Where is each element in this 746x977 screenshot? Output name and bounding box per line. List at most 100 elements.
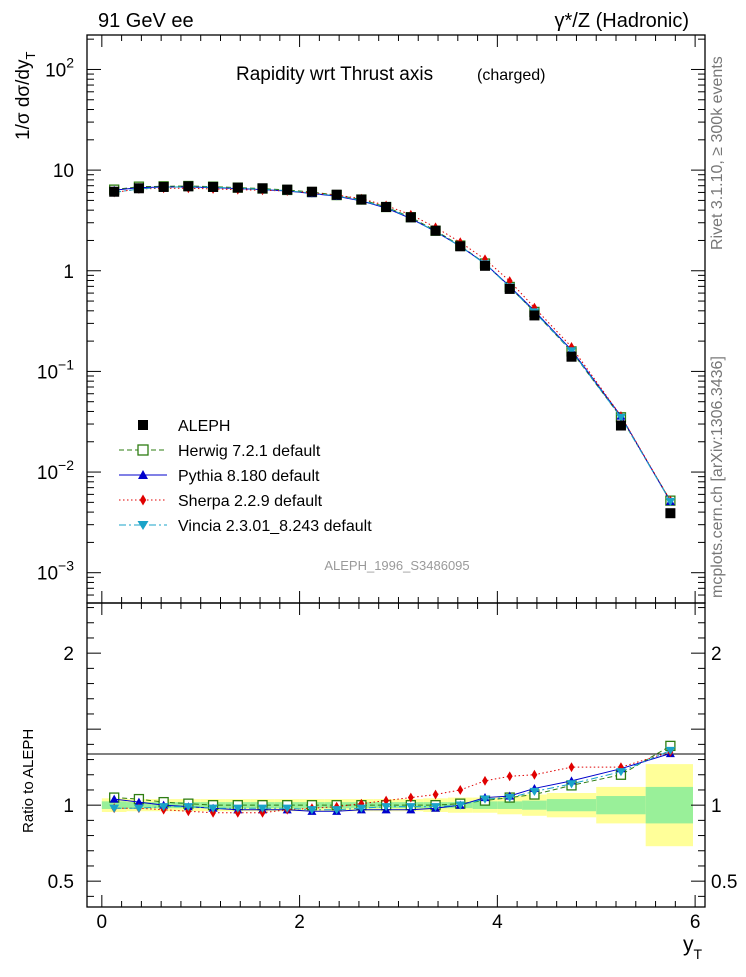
ratio-panel-frame	[86, 602, 706, 908]
legend-label-sherpa: Sherpa 2.2.9 default	[178, 493, 323, 510]
ratio-point-vincia	[208, 804, 219, 813]
tick-base: 10	[53, 161, 74, 182]
ratio-y-tick-label: 1	[63, 796, 74, 817]
ratio-point-sherpa	[407, 792, 414, 803]
main-point-data	[615, 420, 626, 431]
rivet-version-label: Rivet 3.1.10, ≥ 300k events	[709, 56, 726, 250]
ratio-point-vincia	[480, 795, 490, 804]
main-point-data	[405, 212, 416, 223]
main-series	[109, 180, 676, 519]
main-point-data	[257, 183, 268, 194]
ratio-band-inner	[522, 800, 547, 810]
legend-label-data: ALEPH	[178, 418, 230, 435]
ratio-point-vincia	[529, 787, 540, 796]
main-point-vincia	[665, 497, 676, 506]
ratio-band-inner	[596, 796, 646, 815]
main-point-data	[455, 241, 466, 252]
main-point-data	[504, 283, 515, 294]
header-right-label: γ*/Z (Hadronic)	[555, 10, 689, 32]
ratio-point-sherpa	[568, 762, 575, 773]
main-point-data	[306, 186, 317, 197]
ratio-point-sherpa	[482, 775, 488, 786]
ratio-point-sherpa	[457, 785, 464, 795]
ratio-ticks: 0 2 4 6 0.5 0.5 1 1 2 2	[48, 603, 737, 933]
tick-exponent: −2	[58, 457, 74, 473]
legend-marker-pythia	[138, 470, 148, 479]
ratio-point-sherpa	[506, 771, 513, 782]
main-y-tick-label: 10−2	[37, 457, 74, 484]
ratio-band-inner	[645, 786, 693, 824]
main-y-tick-label: 10	[53, 161, 74, 182]
main-point-data	[381, 202, 392, 213]
main-point-vincia	[616, 413, 626, 422]
ratio-panel: 0 2 4 6 0.5 0.5 1 1 2 2 Ratio to ALEPH yT	[20, 602, 737, 962]
main-point-data	[331, 189, 342, 200]
ratio-line-herwig	[114, 745, 671, 806]
ratio-y-tick-label-right: 1	[711, 796, 722, 817]
main-point-data	[282, 184, 293, 195]
legend-label-pythia: Pythia 8.180 default	[178, 468, 320, 485]
ratio-x-tick-label: 6	[690, 912, 701, 933]
ratio-y-tick-label: 2	[63, 644, 74, 665]
main-point-sherpa	[531, 302, 538, 313]
legend-label-herwig: Herwig 7.2.1 default	[178, 443, 321, 460]
ratio-x-axis-label: yT	[683, 933, 703, 962]
main-point-data	[566, 351, 577, 362]
legend: ALEPH Herwig 7.2.1 default Pythia 8.180 de…	[119, 418, 372, 535]
main-y-tick-label: 1	[63, 262, 74, 283]
main-subtitle: (charged)	[477, 67, 545, 84]
ratio-point-vincia	[616, 768, 626, 777]
ratio-point-vincia	[356, 804, 367, 813]
ratio-xlabel-sub: T	[694, 946, 703, 962]
legend-marker-herwig	[137, 444, 149, 456]
tick-base: 10	[37, 362, 58, 383]
main-point-data	[109, 186, 120, 197]
main-point-data	[158, 181, 169, 192]
ratio-point-vincia	[232, 804, 243, 813]
main-point-data	[529, 310, 540, 321]
svg-text:1/σ dσ/dyT: 1/σ dσ/dyT	[13, 52, 38, 141]
tick-base: 10	[37, 564, 58, 585]
main-ylabel-sub: T	[23, 52, 38, 60]
main-point-data	[356, 194, 367, 205]
legend-marker-data	[138, 420, 148, 430]
main-point-data	[430, 225, 441, 236]
main-point-vincia	[566, 347, 577, 356]
ratio-band-inner	[546, 799, 597, 812]
ratio-band-inner	[497, 801, 523, 809]
ratio-x-tick-label: 4	[492, 912, 503, 933]
ratio-point-vincia	[109, 804, 120, 813]
legend-marker-sherpa	[139, 494, 147, 506]
ratio-point-sherpa	[383, 795, 390, 806]
main-point-data	[183, 181, 194, 192]
ratio-point-vincia	[158, 803, 169, 812]
ratio-x-tick-label: 0	[97, 912, 108, 933]
ratio-series	[109, 740, 676, 818]
ratio-point-vincia	[665, 746, 676, 755]
ratio-point-pythia	[134, 797, 144, 806]
ratio-point-vincia	[504, 793, 515, 803]
ratio-point-vincia	[331, 806, 342, 815]
ratio-point-vincia	[282, 804, 293, 813]
main-title: Rapidity wrt Thrust axis	[236, 64, 433, 85]
main-point-data	[232, 182, 243, 193]
ratio-xlabel-text: y	[683, 933, 694, 956]
tick-exponent: 2	[66, 54, 74, 70]
ratio-point-vincia	[381, 803, 392, 812]
ratio-point-vincia	[257, 804, 268, 813]
header-left-label: 91 GeV ee	[98, 10, 194, 32]
ratio-point-vincia	[405, 803, 416, 812]
ratio-y-tick-label: 0.5	[48, 872, 74, 893]
main-y-tick-label: 102	[45, 54, 74, 81]
ratio-point-pythia	[109, 794, 119, 803]
main-point-data	[479, 260, 490, 271]
main-y-tick-label: 10−1	[37, 356, 74, 383]
tick-exponent: −3	[58, 558, 74, 574]
main-ylabel-text: 1/σ dσ/dy	[13, 59, 34, 140]
watermark: ALEPH_1996_S3486095	[324, 558, 469, 573]
ratio-y-tick-label-right: 0.5	[711, 872, 737, 893]
